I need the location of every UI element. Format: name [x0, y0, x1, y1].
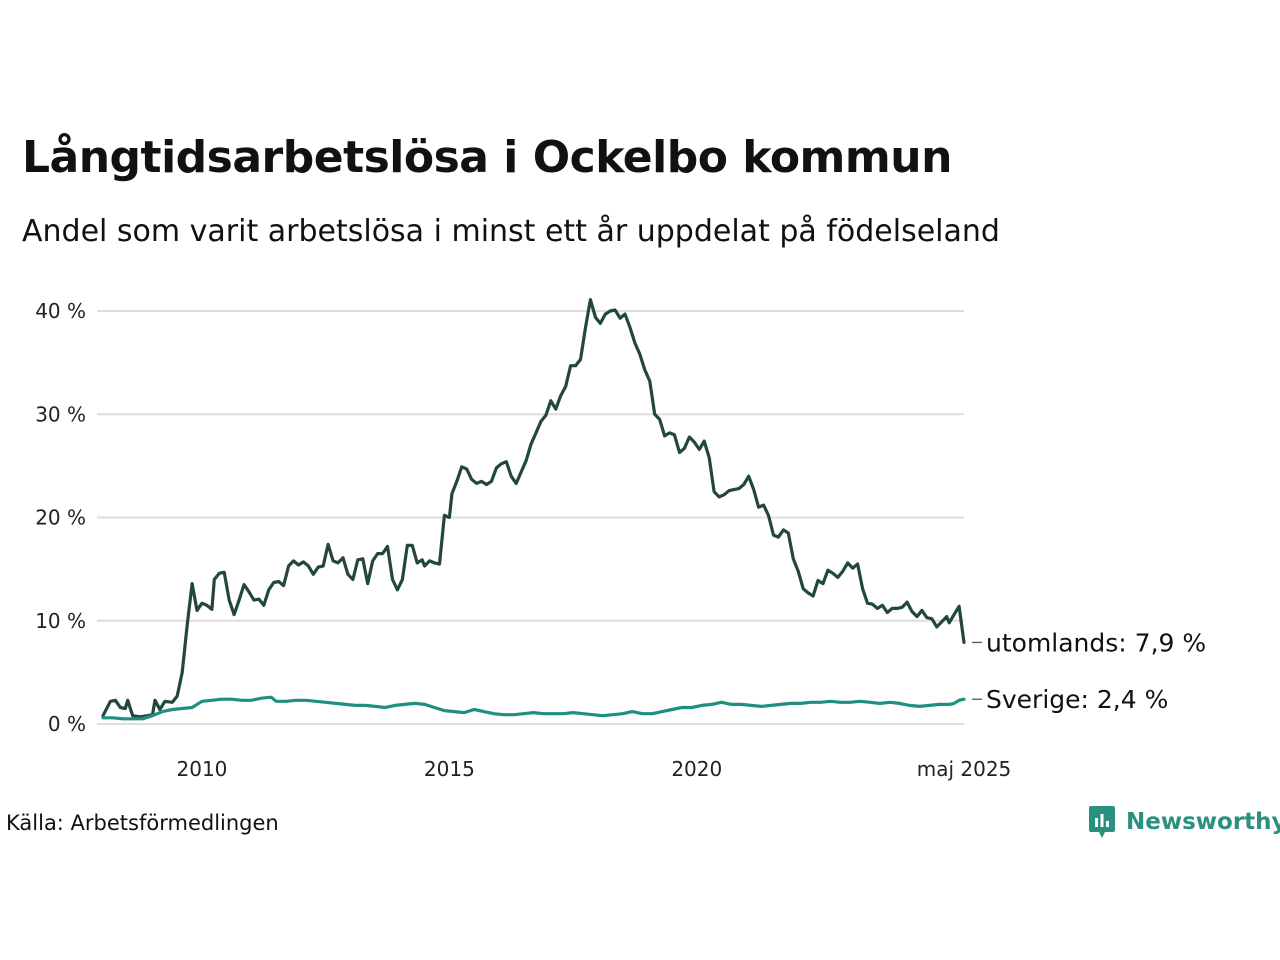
newsworthy-logo-icon — [1089, 806, 1115, 838]
x-tick-label: maj 2025 — [917, 757, 1012, 781]
end-label-utomlands: utomlands: 7,9 % — [986, 628, 1206, 657]
y-tick-label: 0 % — [48, 712, 86, 736]
x-tick-label: 2010 — [177, 757, 228, 781]
chart-title: Långtidsarbetslösa i Ockelbo kommun — [22, 132, 952, 183]
y-tick-label: 20 % — [35, 506, 86, 530]
series-end-labels: utomlands: 7,9 % Sverige: 2,4 % — [972, 628, 1206, 714]
series-lines — [101, 298, 966, 721]
x-axis: 2010 2015 2020 maj 2025 — [177, 757, 1012, 781]
gridlines — [97, 310, 964, 725]
y-axis: 0 % 10 % 20 % 30 % 40 % — [35, 299, 86, 736]
x-tick-label: 2020 — [671, 757, 722, 781]
source-note: Källa: Arbetsförmedlingen — [6, 811, 279, 835]
end-label-sverige: Sverige: 2,4 % — [986, 685, 1168, 714]
brand-name: Newsworthy — [1126, 809, 1280, 835]
brand-logo: Newsworthy — [1088, 804, 1280, 840]
series-line-utomlands — [101, 298, 966, 719]
chart-subtitle: Andel som varit arbetslösa i minst ett å… — [22, 214, 1000, 249]
y-tick-label: 40 % — [35, 299, 86, 323]
x-tick-label: 2015 — [424, 757, 475, 781]
y-tick-label: 30 % — [35, 402, 86, 426]
y-tick-label: 10 % — [35, 609, 86, 633]
series-line-sverige — [101, 695, 966, 721]
